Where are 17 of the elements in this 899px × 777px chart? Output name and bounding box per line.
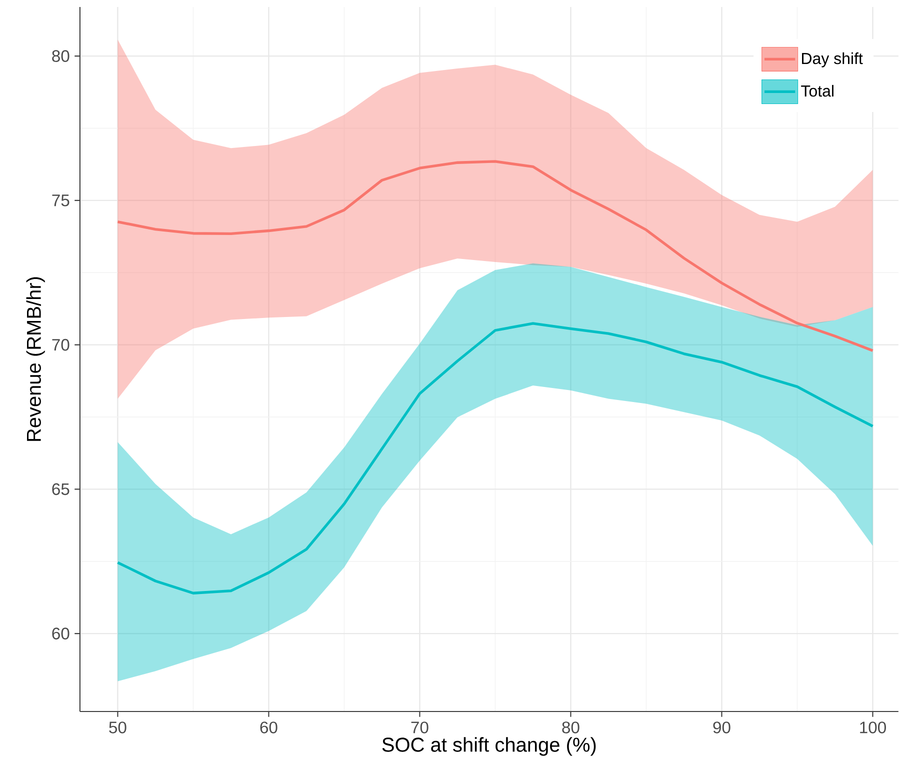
- y-tick-label: 70: [52, 338, 70, 350]
- line-series: [116, 322, 874, 594]
- legend-label: Day shift: [802, 52, 863, 68]
- x-axis-title: SOC at shift change (%): [382, 736, 596, 756]
- y-tick-label: 80: [52, 50, 70, 62]
- x-tick-label: 50: [109, 721, 126, 734]
- x-tick-label: 80: [562, 721, 580, 734]
- x-tick-label: 60: [260, 721, 278, 734]
- y-tick-label: 65: [52, 483, 70, 495]
- x-tick-label: 90: [713, 721, 730, 734]
- line-series: [116, 160, 874, 352]
- x-tick-label: 70: [411, 721, 428, 734]
- x-tick-label: 100: [860, 721, 886, 734]
- legend-label: Total: [801, 84, 834, 96]
- y-axis-title: Revenue (RMB/hr): [26, 276, 45, 441]
- y-tick-label: 75: [52, 194, 70, 206]
- y-tick-label: 60: [52, 627, 70, 640]
